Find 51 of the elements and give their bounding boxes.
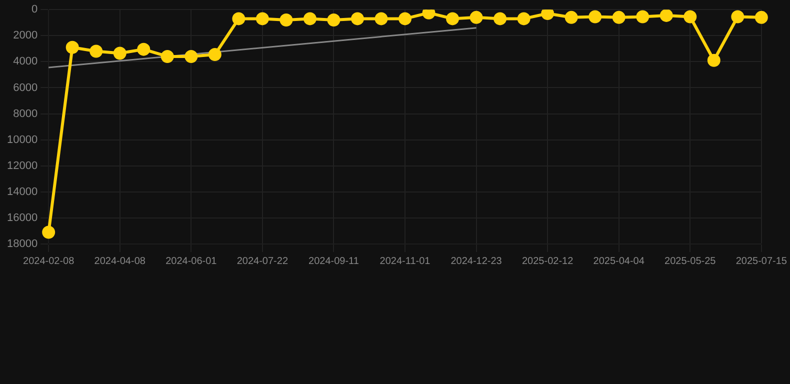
point	[494, 12, 507, 26]
x-tick-label: 2025-02-12	[522, 256, 574, 267]
point	[398, 12, 412, 26]
y-tick-label: 6000	[13, 82, 38, 94]
point	[327, 14, 340, 27]
point	[350, 12, 364, 26]
point	[160, 50, 174, 63]
y-tick-label: 4000	[13, 56, 38, 68]
point	[42, 226, 56, 239]
x-tick-label: 2025-05-25	[664, 256, 716, 267]
x-tick-label: 2024-02-08	[23, 256, 75, 267]
point	[660, 10, 673, 22]
point	[446, 12, 460, 26]
point	[303, 12, 316, 26]
x-tick-label: 2024-12-23	[450, 256, 502, 267]
y-tick-label: 8000	[13, 108, 38, 120]
point	[374, 12, 388, 26]
point	[588, 10, 602, 24]
point	[636, 10, 650, 24]
point	[66, 40, 79, 54]
point	[612, 10, 626, 24]
x-tick-label: 2024-04-08	[94, 256, 146, 267]
y-tick-label: 14000	[6, 186, 38, 198]
point	[256, 12, 269, 26]
point	[280, 14, 293, 27]
x-tick-label: 2024-11-01	[380, 256, 431, 267]
point	[731, 10, 744, 24]
y-tick-label: 18000	[6, 238, 38, 250]
x-tick-label: 2025-04-04	[593, 256, 645, 267]
y-tick-label: 10000	[6, 134, 38, 146]
point	[137, 42, 150, 56]
point	[707, 54, 720, 67]
y-tick-label: 12000	[6, 160, 38, 172]
y-tick-label: 0	[31, 4, 38, 16]
point	[564, 10, 578, 24]
x-tick-label: 2024-07-22	[236, 256, 288, 267]
y-tick-label: 16000	[6, 212, 38, 224]
point	[113, 46, 126, 60]
y-tick-label: 2000	[13, 30, 38, 42]
point	[541, 10, 554, 20]
x-tick-label: 2024-06-01	[166, 256, 218, 267]
point	[517, 12, 530, 26]
point	[232, 12, 246, 26]
point	[184, 50, 198, 63]
x-tick-label: 2024-09-11	[308, 256, 360, 267]
point	[208, 48, 222, 62]
x-tick-label: 2025-07-15	[736, 256, 788, 267]
point	[684, 10, 697, 24]
point	[470, 10, 483, 24]
point	[754, 10, 768, 24]
point	[90, 44, 103, 58]
